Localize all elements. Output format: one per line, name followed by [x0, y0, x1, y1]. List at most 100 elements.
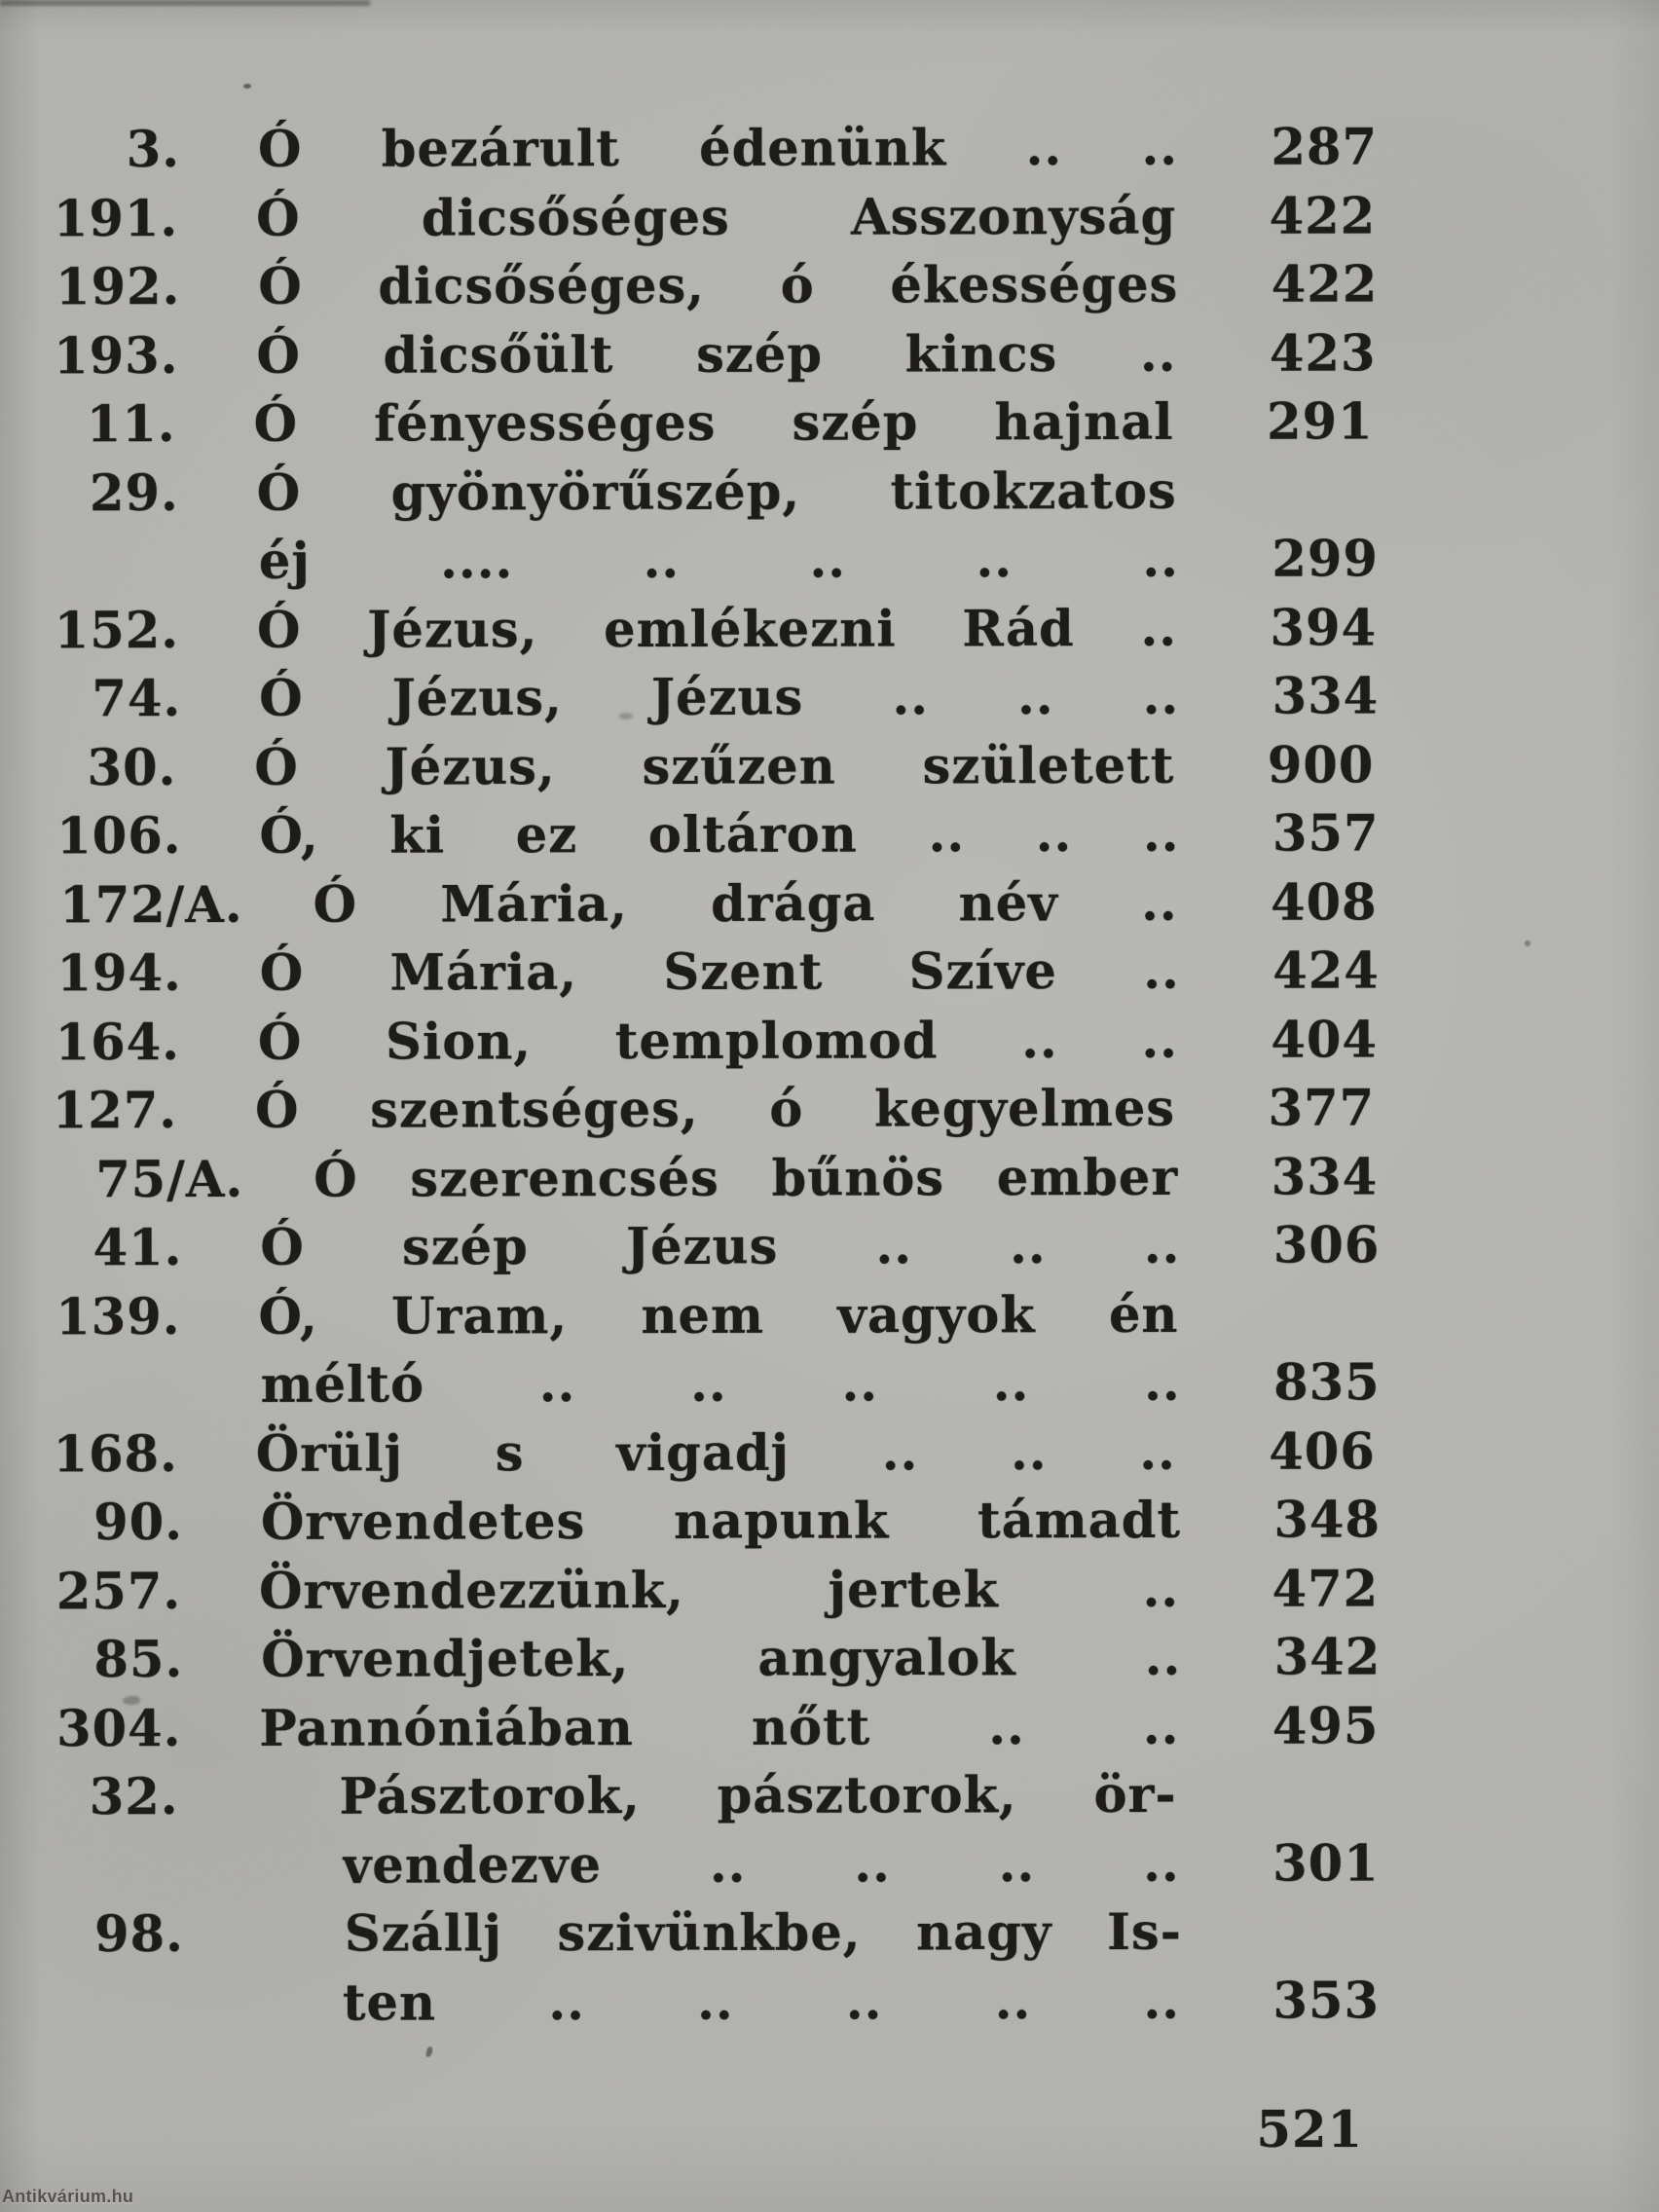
hymn-title: Ó Jézus, Jézus .. .. ..	[259, 667, 1180, 728]
hymn-title: Ó Mária, drága név ..	[313, 873, 1178, 935]
page-number: 306	[1272, 1216, 1381, 1275]
page-number: 299	[1272, 530, 1379, 589]
hymn-number: 90.	[93, 1493, 184, 1553]
page-number: 422	[1269, 187, 1377, 246]
index-row: 152. Ó Jézus, emlékezni Rád .. 394	[0, 594, 1377, 665]
hymn-number: 164.	[55, 1013, 180, 1072]
hymn-title: Ó gyönyörűszép, titokzatos	[256, 461, 1177, 523]
hymn-number	[2, 1970, 182, 2039]
hymn-title: Ó, ki ez oltáron .. .. ..	[259, 804, 1180, 866]
hymn-title: Ó szerencsés bűnös ember	[313, 1148, 1179, 1209]
index-row: 106. Ó, ki ez oltáron .. .. .. 357	[1, 800, 1379, 871]
hymn-number: 29.	[89, 463, 179, 523]
index-row: 90. Örvendetes napunk támadt 348	[3, 1487, 1381, 1558]
page-number: 357	[1272, 804, 1380, 864]
hymn-number: 75/A.	[95, 1150, 244, 1209]
page-number	[1176, 1761, 1376, 1830]
hymn-title: Ó dicsőséges Asszonyság	[256, 187, 1177, 248]
hymn-number: 98.	[94, 1905, 184, 1965]
hymn-number: 152.	[54, 601, 180, 660]
ink-speck	[243, 84, 251, 89]
page-number: 394	[1270, 599, 1378, 658]
ink-speck	[1525, 940, 1530, 946]
index-row: 30. Ó Jézus, szűzen született 900	[0, 731, 1375, 802]
index-row: éj .... .. .. .. .. 299	[1, 526, 1379, 597]
hymn-title: Ó bezárult édenünk .. ..	[257, 118, 1179, 179]
index-row: 164. Ó Sion, templomod .. .. 404	[0, 1006, 1378, 1077]
index-row: 3. Ó bezárult édenünk .. .. 287	[0, 114, 1378, 185]
page-number: 291	[1267, 392, 1374, 452]
index-row: 304. Pannóniában nőtt .. .. 495	[1, 1692, 1379, 1763]
index-row: 74. Ó Jézus, Jézus .. .. .. 334	[1, 663, 1379, 734]
hymn-title: Ó szentséges, ó kegyelmes	[255, 1079, 1176, 1140]
hymn-title: ten .. .. .. .. ..	[342, 1972, 1181, 2033]
page-number: 287	[1271, 118, 1379, 177]
hymn-title: Ó Jézus, szűzen született	[254, 736, 1175, 797]
page-number	[1182, 1899, 1382, 1968]
hymn-title: vendezve .. .. .. ..	[342, 1834, 1180, 1896]
index-row: 193. Ó dicsőült szép kincs .. 423	[0, 319, 1377, 390]
index-row: 75/A. Ó szerencsés bűnös ember 334	[0, 1143, 1378, 1214]
hymn-number: 139.	[55, 1287, 181, 1346]
hymn-title: Örvendjetek, angyalok ..	[261, 1628, 1182, 1689]
index-row: 168. Örülj s vigadj .. .. .. 406	[0, 1418, 1376, 1489]
hymn-title: Pásztorok, pásztorok, ör-	[339, 1765, 1177, 1826]
index-row: 172/A. Ó Mária, drága név .. 408	[0, 868, 1378, 940]
hymn-number: 168.	[53, 1424, 178, 1484]
page-number: 835	[1273, 1353, 1381, 1413]
hymn-number: 192.	[55, 258, 181, 317]
hymn-title: Ó Jézus, emlékezni Rád ..	[256, 599, 1178, 660]
hymn-title: Ó Sion, templomod .. ..	[257, 1011, 1178, 1072]
hymn-title: Ó, Uram, nem vagyok én	[258, 1285, 1179, 1346]
hymn-number: 172/A.	[59, 875, 243, 935]
page-number	[1178, 1280, 1378, 1349]
index-row: 257. Örvendezzünk, jertek .. 472	[1, 1555, 1379, 1626]
hymn-number: 3.	[126, 121, 181, 180]
page-number: 348	[1273, 1491, 1382, 1550]
page-number: 377	[1268, 1079, 1376, 1138]
hymn-title: Örvendetes napunk támadt	[260, 1491, 1182, 1552]
index-row: 11. Ó fényességes szép hajnal 291	[0, 388, 1374, 460]
page-number: 404	[1271, 1011, 1378, 1070]
index-row: 41. Ó szép Jézus .. .. .. 306	[2, 1212, 1381, 1283]
page-number: 301	[1272, 1834, 1380, 1894]
hymn-title: Ó szép Jézus .. .. ..	[260, 1216, 1181, 1277]
page-number: 900	[1267, 736, 1375, 795]
page-number: 334	[1271, 1148, 1379, 1207]
page-number: 422	[1271, 255, 1379, 314]
hymn-title: Ó Mária, Szent Szíve ..	[259, 941, 1180, 1003]
index-list: 3. Ó bezárult édenünk .. .. 287 191. Ó dicső…	[0, 114, 1382, 2039]
hymn-number: 127.	[52, 1082, 178, 1141]
page-number: 424	[1272, 941, 1380, 1001]
hymn-number	[3, 1351, 183, 1420]
hymn-number: 106.	[56, 807, 182, 866]
ink-speck	[424, 2046, 434, 2058]
hymn-title: méltó .. .. .. .. ..	[260, 1353, 1181, 1415]
hymn-number: 193.	[54, 326, 179, 386]
page-number: 423	[1269, 324, 1377, 384]
hymn-number: 30.	[87, 738, 177, 797]
page-number	[1177, 457, 1377, 526]
page-number: 406	[1269, 1422, 1376, 1482]
hymn-number: 11.	[86, 395, 176, 455]
index-row: 194. Ó Mária, Szent Szíve .. 424	[2, 938, 1380, 1009]
footer-page-number: 521	[1256, 2101, 1363, 2159]
index-row: 127. Ó szentséges, ó kegyelmes 377	[0, 1075, 1375, 1146]
index-row: 139. Ó, Uram, nem vagyok én	[0, 1280, 1378, 1351]
index-row: 98. Szállj szivünkbe, nagy Is-	[4, 1899, 1382, 1970]
index-row: 29. Ó gyönyörűszép, titokzatos	[0, 457, 1377, 528]
hymn-number: 74.	[92, 670, 182, 729]
index-row: 32. Pásztorok, pásztorok, ör-	[0, 1761, 1377, 1832]
page-number: 334	[1272, 667, 1380, 726]
antikvarium-watermark: Antikvárium.hu	[2, 2187, 134, 2206]
hymn-title: Szállj szivünkbe, nagy Is-	[344, 1902, 1182, 1964]
index-row: 85. Örvendjetek, angyalok .. 342	[3, 1624, 1381, 1695]
hymn-number: 32.	[89, 1768, 179, 1827]
hymn-title: Ó fényességes szép hajnal	[253, 392, 1174, 454]
hymn-number: 194.	[56, 944, 182, 1004]
page-number: 495	[1272, 1697, 1380, 1756]
page-number: 472	[1272, 1560, 1380, 1619]
hymn-number: 257.	[55, 1562, 182, 1621]
hymn-title: Ó dicsőült szép kincs ..	[256, 324, 1177, 386]
